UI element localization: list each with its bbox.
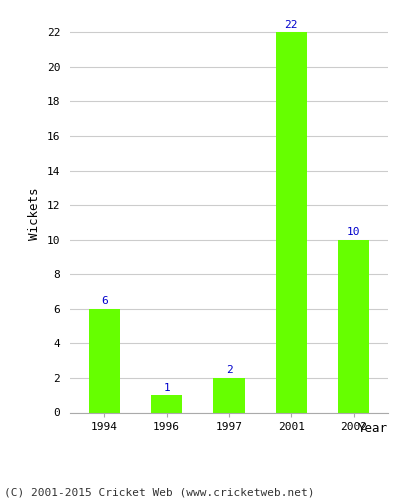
Text: Year: Year: [358, 422, 388, 436]
Text: 1: 1: [163, 382, 170, 392]
Bar: [151, 395, 182, 412]
Text: 2: 2: [226, 366, 232, 376]
Text: (C) 2001-2015 Cricket Web (www.cricketweb.net): (C) 2001-2015 Cricket Web (www.cricketwe…: [4, 488, 314, 498]
Bar: [89, 309, 120, 412]
Text: 22: 22: [285, 20, 298, 30]
Text: 6: 6: [101, 296, 108, 306]
Y-axis label: Wickets: Wickets: [28, 188, 41, 240]
Bar: [338, 240, 369, 412]
Bar: [276, 32, 307, 412]
Text: 10: 10: [347, 227, 360, 237]
Bar: [214, 378, 244, 412]
